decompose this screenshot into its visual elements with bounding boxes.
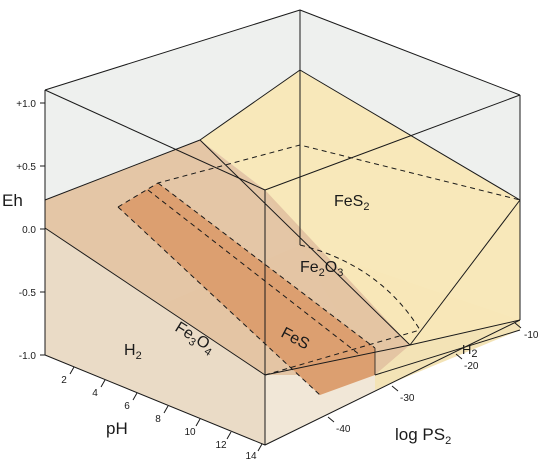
fes2-field xyxy=(200,70,520,375)
log-ps2-tick-10: -10 xyxy=(524,330,539,341)
fes2-right-diagonal xyxy=(409,199,521,346)
eh-tick-1: +1.0 xyxy=(16,99,36,110)
ph-axis-title: pH xyxy=(106,419,128,438)
eh-tick-5: -1.0 xyxy=(19,351,37,362)
fe3o4-field xyxy=(45,228,265,445)
log-ps2-axis: -40 -30 -20 -10 log PS2 xyxy=(327,322,539,447)
ph-tick-6: 6 xyxy=(124,401,130,412)
fes-lower-dash xyxy=(117,206,321,396)
fes-field xyxy=(118,183,375,395)
log-ps2-axis-title: log PS2 xyxy=(395,425,451,447)
eh-tick-3: 0.0 xyxy=(22,225,36,236)
ph-tick-2: 2 xyxy=(61,375,67,386)
ph-tick-10: 10 xyxy=(184,427,196,438)
log-ps2-tick-20: -20 xyxy=(464,361,479,372)
ph-tick-14: 14 xyxy=(245,451,257,460)
eh-tick-4: -0.5 xyxy=(19,288,37,299)
h2-left-label: H2 xyxy=(124,342,142,362)
h2-right-label: H2 xyxy=(462,342,478,360)
cube-front-top xyxy=(44,89,521,191)
log-ps2-tick-40: -40 xyxy=(336,424,351,435)
ph-tick-12: 12 xyxy=(215,440,227,451)
cube-floor-front xyxy=(44,319,521,446)
fes-upper-dash xyxy=(157,182,376,349)
eh-axis-title: Eh xyxy=(2,191,23,210)
eh-axis: +1.0 +0.5 0.0 -0.5 -1.0 Eh xyxy=(2,99,45,362)
h2-right-line xyxy=(374,329,521,376)
ph-tick-8: 8 xyxy=(155,414,161,425)
ph-tick-4: 4 xyxy=(92,388,98,399)
log-ps2-tick-30: -30 xyxy=(400,393,415,404)
fe2o3-fes2-diagonal xyxy=(199,139,411,346)
ph-axis: 2 4 6 8 10 12 14 pH xyxy=(61,366,263,460)
fe2o3-label: Fe2O3 xyxy=(300,259,343,279)
hidden-line-top xyxy=(117,144,521,208)
hidden-curve xyxy=(299,244,421,331)
fe2o3-left-line xyxy=(44,227,266,376)
eh-tick-2: +0.5 xyxy=(16,162,36,173)
fe2o3-fes2-boundary xyxy=(199,69,521,201)
fes2-label: FeS2 xyxy=(334,193,369,213)
fe2o3-top-edge xyxy=(44,139,201,201)
